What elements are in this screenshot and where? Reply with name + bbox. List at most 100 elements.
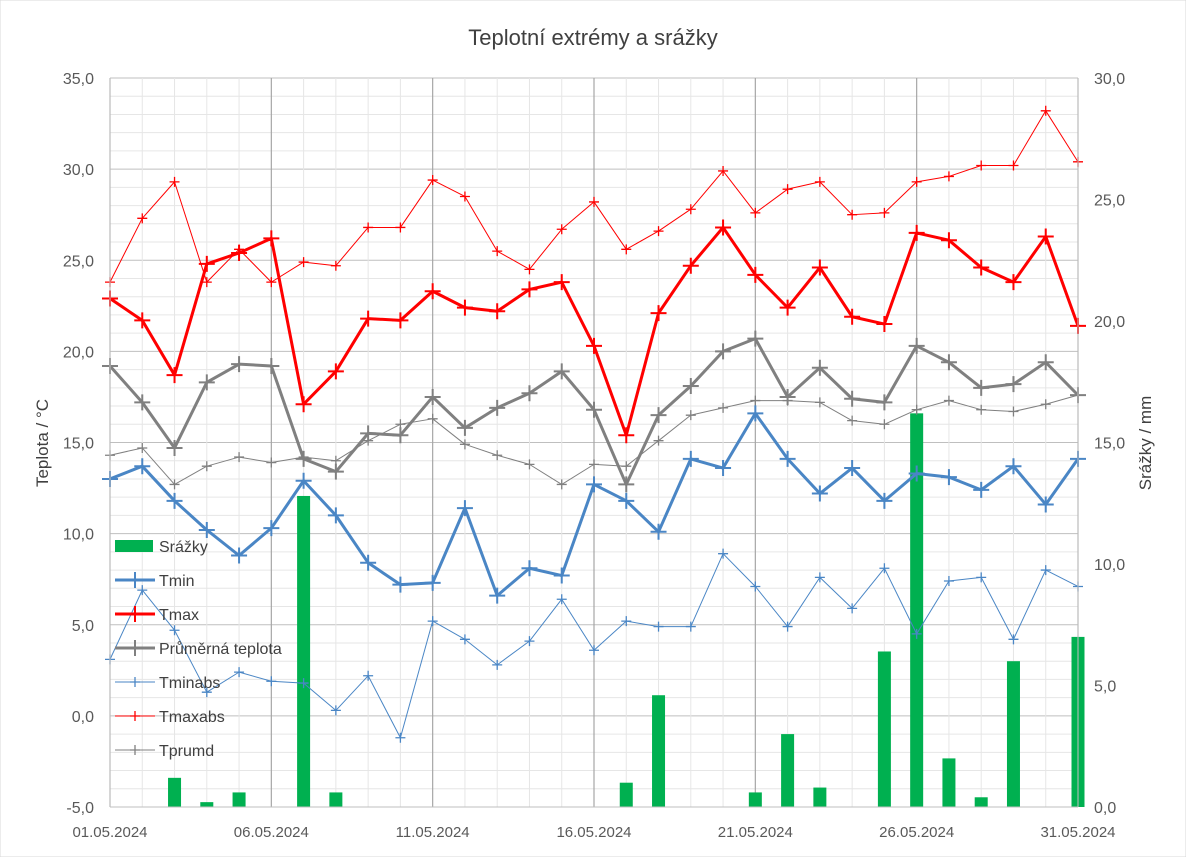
data-point-marker (424, 283, 441, 300)
data-point-marker (653, 226, 664, 237)
data-point-marker (360, 554, 377, 571)
data-point-marker (360, 310, 377, 327)
data-point-marker (166, 367, 183, 384)
data-point-marker (911, 628, 922, 639)
x-tick-label: 21.05.2024 (718, 824, 793, 841)
data-point-marker (1040, 565, 1051, 576)
data-point-marker (779, 450, 796, 467)
data-point-marker (392, 576, 409, 593)
legend-marker (127, 606, 143, 622)
data-point-marker (940, 354, 957, 371)
data-point-marker (973, 259, 990, 276)
data-point-marker (424, 574, 441, 591)
data-point-marker (456, 419, 473, 436)
data-point-marker (489, 587, 506, 604)
data-point-marker (459, 634, 470, 645)
data-point-marker (556, 479, 567, 490)
data-point-marker (586, 337, 602, 354)
data-point-marker (908, 465, 925, 482)
data-point-marker (879, 419, 890, 430)
data-point-marker (492, 659, 503, 670)
data-point-marker (459, 439, 470, 450)
data-point-marker (814, 397, 825, 408)
legend-marker (127, 572, 143, 588)
data-point-marker (876, 394, 893, 411)
data-point-marker (908, 337, 925, 354)
y-tick-label-right: 25,0 (1094, 193, 1125, 210)
data-point-marker (589, 645, 599, 656)
precipitation-bar (329, 792, 343, 807)
data-point-marker (621, 244, 632, 255)
data-point-marker (263, 520, 280, 537)
data-point-marker (169, 479, 180, 490)
data-point-marker (940, 469, 957, 486)
axes: -5,0 0,0 5,0 10,0 15,0 20,0 25,0 30,0 35,0 0,0 5,0… (63, 71, 1125, 841)
data-point-marker (586, 476, 602, 493)
data-point-marker (489, 303, 506, 320)
data-point-marker (201, 461, 212, 472)
data-point-marker (492, 246, 503, 257)
data-point-marker (779, 299, 796, 316)
data-point-marker (169, 625, 180, 636)
data-point-marker (556, 594, 567, 605)
data-point-marker (750, 207, 761, 218)
y-tick-label-right: 30,0 (1094, 71, 1125, 88)
data-point-marker (198, 374, 215, 391)
data-point-marker (1037, 496, 1054, 513)
data-point-marker (553, 363, 570, 380)
y-tick-label-right: 15,0 (1094, 436, 1125, 453)
data-point-marker (782, 184, 793, 195)
grid-lines (109, 77, 1079, 808)
data-point-marker (973, 481, 990, 498)
data-point-marker (266, 457, 277, 468)
data-point-marker (298, 678, 309, 689)
data-point-marker (715, 460, 732, 477)
data-point-marker (427, 413, 438, 424)
y-tick-label-left: 5,0 (72, 618, 94, 635)
precipitation-bar (942, 758, 956, 807)
data-point-marker (166, 492, 183, 509)
data-point-marker (618, 492, 635, 509)
data-point-marker (298, 257, 309, 268)
data-point-marker (908, 224, 925, 241)
data-point-marker (395, 222, 406, 233)
data-point-marker (231, 244, 248, 261)
data-point-marker (718, 402, 729, 413)
data-point-marker (327, 363, 344, 380)
y-tick-label-left: 35,0 (63, 71, 94, 88)
x-tick-label: 11.05.2024 (396, 824, 470, 841)
data-point-marker (169, 176, 180, 187)
data-point-marker (814, 176, 825, 187)
data-point-marker (456, 500, 473, 517)
data-point-marker (747, 266, 764, 283)
y-tick-label-right: 20,0 (1094, 314, 1125, 331)
data-point-marker (943, 171, 954, 182)
data-point-marker (231, 356, 248, 373)
legend-label: Průměrná teplota (159, 640, 282, 658)
data-point-marker (134, 458, 151, 475)
legend-marker (130, 745, 140, 755)
data-point-marker (1037, 354, 1054, 371)
y-tick-label-left: 20,0 (63, 344, 94, 361)
data-point-marker (1005, 274, 1022, 291)
y-tick-label-left: 25,0 (63, 253, 94, 270)
data-point-marker (682, 378, 699, 395)
precipitation-bar (168, 777, 182, 807)
y-tick-label-left: 10,0 (63, 527, 94, 544)
data-point-marker (198, 255, 215, 272)
x-tick-label: 16.05.2024 (556, 824, 631, 841)
data-point-marker (976, 160, 987, 171)
data-point-marker (234, 667, 245, 678)
data-point-marker (456, 299, 473, 316)
data-point-marker (650, 305, 667, 322)
y-tick-label-left: 0,0 (72, 709, 94, 726)
data-point-marker (715, 219, 732, 236)
data-point-marker (524, 264, 535, 275)
data-point-marker (137, 213, 148, 224)
data-point-marker (166, 439, 183, 456)
x-tick-label: 01.05.2024 (72, 824, 147, 841)
data-point-marker (682, 257, 699, 274)
precipitation-bars (168, 413, 1085, 807)
